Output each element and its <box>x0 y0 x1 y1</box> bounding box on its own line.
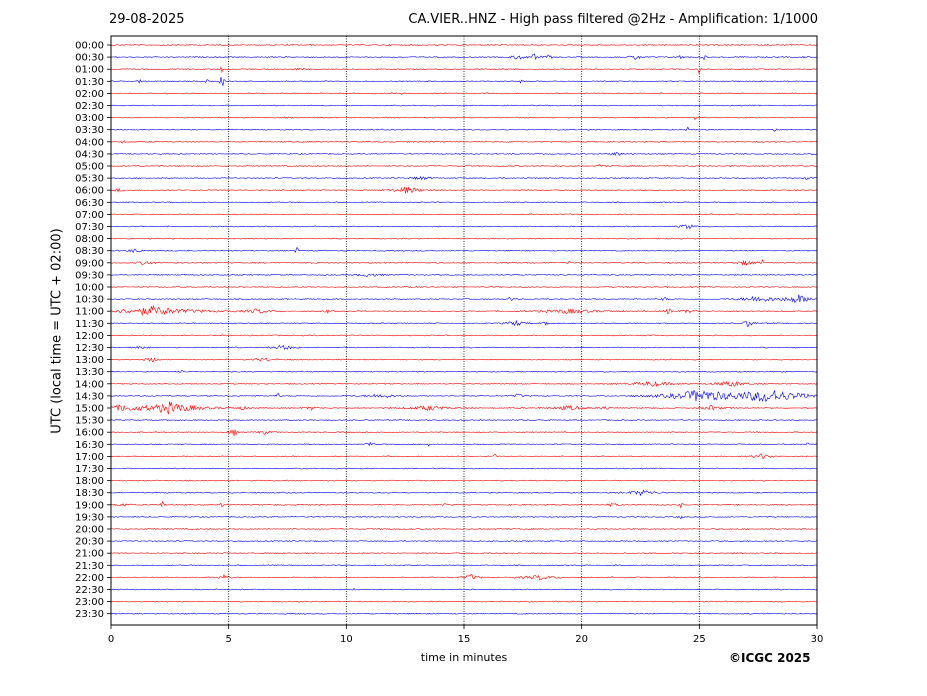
y-tick-label: 02:30 <box>75 101 104 112</box>
y-tick-label: 10:00 <box>75 283 104 294</box>
trace-1130 <box>110 319 818 327</box>
trace-0230 <box>110 104 818 107</box>
y-tick-label: 06:30 <box>75 198 104 209</box>
x-axis-label: time in minutes <box>420 651 508 664</box>
y-tick-label: 15:00 <box>75 404 104 415</box>
trace-1500 <box>110 401 818 415</box>
y-tick-label: 13:00 <box>75 355 104 366</box>
y-tick-label: 01:00 <box>75 65 104 76</box>
x-axis-ticks: 0 5 10 15 20 25 30 <box>108 625 824 645</box>
y-tick-label: 20:00 <box>75 525 104 536</box>
y-tick-label: 16:00 <box>75 428 104 439</box>
y-tick-label: 17:30 <box>75 464 104 475</box>
y-tick-label: 05:30 <box>75 174 104 185</box>
y-tick-label: 11:30 <box>75 319 104 330</box>
trace-1200 <box>110 334 818 337</box>
trace-0100 <box>110 66 818 75</box>
y-tick-label: 18:00 <box>75 476 104 487</box>
y-tick-label: 04:30 <box>75 149 104 160</box>
y-tick-label: 05:00 <box>75 162 104 173</box>
trace-1430 <box>110 389 818 402</box>
y-tick-label: 21:30 <box>75 561 104 572</box>
y-tick-label: 18:30 <box>75 488 104 499</box>
y-tick-label: 10:30 <box>75 295 104 306</box>
y-tick-label: 12:30 <box>75 343 104 354</box>
x-tick-label: 25 <box>693 634 706 645</box>
y-tick-label: 08:00 <box>75 234 104 245</box>
trace-0630 <box>110 201 818 204</box>
trace-1530 <box>110 419 818 422</box>
y-tick-label: 03:30 <box>75 125 104 136</box>
y-tick-label: 00:30 <box>75 53 104 64</box>
x-tick-label: 10 <box>340 634 353 645</box>
y-tick-label: 02:00 <box>75 89 104 100</box>
trace-1800 <box>110 479 818 482</box>
y-tick-label: 14:30 <box>75 391 104 402</box>
copyright-credit: ©ICGC 2025 <box>729 651 811 665</box>
y-tick-label: 11:00 <box>75 307 104 318</box>
trace-0830 <box>110 247 818 254</box>
y-tick-label: 08:30 <box>75 246 104 257</box>
trace-0900 <box>110 259 818 266</box>
y-tick-label: 09:30 <box>75 270 104 281</box>
y-tick-label: 23:00 <box>75 597 104 608</box>
y-tick-label: 19:30 <box>75 512 104 523</box>
trace-0330 <box>110 126 818 132</box>
trace-1830 <box>110 489 818 497</box>
y-axis-ticks: 00:0000:3001:0001:3002:0002:3003:0003:30… <box>75 41 111 620</box>
y-tick-label: 01:30 <box>75 77 104 88</box>
trace-1900 <box>110 501 818 509</box>
trace-1100 <box>110 304 818 316</box>
y-tick-label: 22:30 <box>75 585 104 596</box>
y-tick-label: 15:30 <box>75 416 104 427</box>
y-tick-label: 23:30 <box>75 609 104 620</box>
chart-date: 29-08-2025 <box>109 12 185 27</box>
y-tick-label: 20:30 <box>75 537 104 548</box>
y-tick-label: 22:00 <box>75 573 104 584</box>
y-tick-label: 13:30 <box>75 367 104 378</box>
y-tick-label: 00:00 <box>75 41 104 52</box>
x-tick-label: 20 <box>575 634 588 645</box>
trace-2130 <box>110 564 818 567</box>
y-tick-label: 16:30 <box>75 440 104 451</box>
x-tick-label: 15 <box>458 634 471 645</box>
trace-2100 <box>110 552 818 555</box>
trace-0600 <box>110 186 818 194</box>
y-tick-label: 21:00 <box>75 549 104 560</box>
y-tick-label: 09:00 <box>75 258 104 269</box>
y-tick-label: 06:00 <box>75 186 104 197</box>
y-tick-label: 03:00 <box>75 113 104 124</box>
trace-0530 <box>110 175 818 181</box>
x-tick-label: 30 <box>811 634 824 645</box>
y-tick-label: 14:00 <box>75 379 104 390</box>
vertical-grid <box>228 36 700 625</box>
trace-1230 <box>110 344 818 350</box>
plot-frame <box>110 35 818 626</box>
x-tick-label: 0 <box>108 634 114 645</box>
y-tick-label: 07:00 <box>75 210 104 221</box>
y-tick-label: 12:00 <box>75 331 104 342</box>
x-tick-label: 5 <box>225 634 231 645</box>
y-tick-label: 04:00 <box>75 137 104 148</box>
trace-0930 <box>110 273 818 277</box>
y-tick-label: 17:00 <box>75 452 104 463</box>
trace-0000 <box>110 44 818 46</box>
y-tick-label: 07:30 <box>75 222 104 233</box>
chart-title: CA.VIER..HNZ - High pass filtered @2Hz -… <box>408 12 818 27</box>
y-tick-label: 19:00 <box>75 500 104 511</box>
trace-0300 <box>110 116 818 121</box>
trace-1600 <box>110 429 818 437</box>
